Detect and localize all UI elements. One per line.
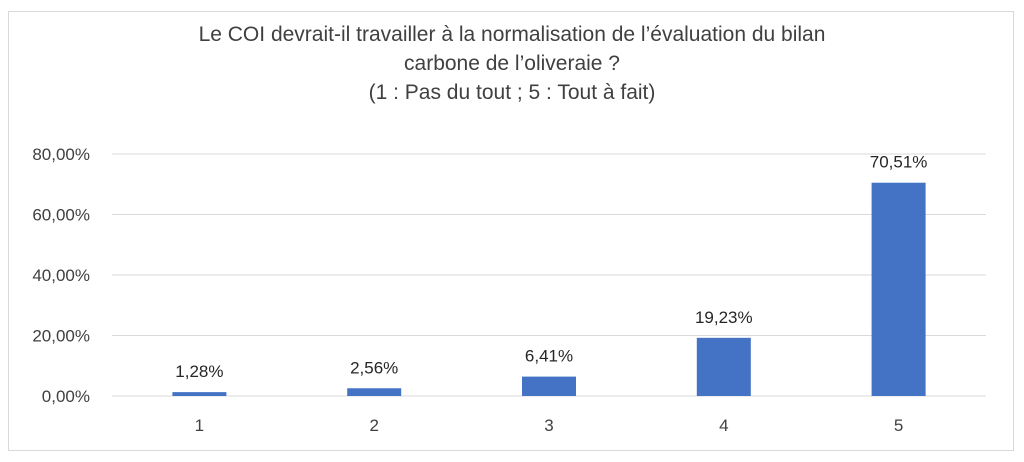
x-tick-label: 1 xyxy=(195,416,204,435)
y-tick-label: 80,00% xyxy=(32,145,90,164)
x-tick-label: 2 xyxy=(369,416,378,435)
y-tick-label: 20,00% xyxy=(32,327,90,346)
bar-1 xyxy=(172,392,227,396)
data-label: 2,56% xyxy=(350,358,398,377)
y-tick-label: 40,00% xyxy=(32,266,90,285)
chart-title-line-1: Le COI devrait-il travailler à la normal… xyxy=(198,23,826,46)
chart-area xyxy=(8,11,1014,451)
data-label: 1,28% xyxy=(175,362,223,381)
chart-title-line-2: carbone de l’oliveraie ? xyxy=(404,52,620,75)
y-tick-label: 60,00% xyxy=(32,206,90,225)
bar-3 xyxy=(522,376,576,396)
x-tick-label: 5 xyxy=(894,416,903,435)
chart-title-line-3: (1 : Pas du tout ; 5 : Tout à fait) xyxy=(368,81,656,104)
data-label: 19,23% xyxy=(695,308,753,327)
bar-4 xyxy=(696,337,751,396)
bars xyxy=(172,182,926,396)
bar-5 xyxy=(871,182,926,396)
x-tick-label: 4 xyxy=(719,416,728,435)
x-tick-label: 3 xyxy=(544,416,553,435)
bar-2 xyxy=(347,388,402,396)
labels: 0,00% 20,00% 40,00% 60,00% 80,00% 1,28% 1 2,56%… xyxy=(32,145,927,435)
y-tick-label: 0,00% xyxy=(42,387,90,406)
data-label: 6,41% xyxy=(525,347,573,366)
chart-title: Le COI devrait-il travailler à la normal… xyxy=(0,20,1024,107)
data-label: 70,51% xyxy=(870,153,928,172)
